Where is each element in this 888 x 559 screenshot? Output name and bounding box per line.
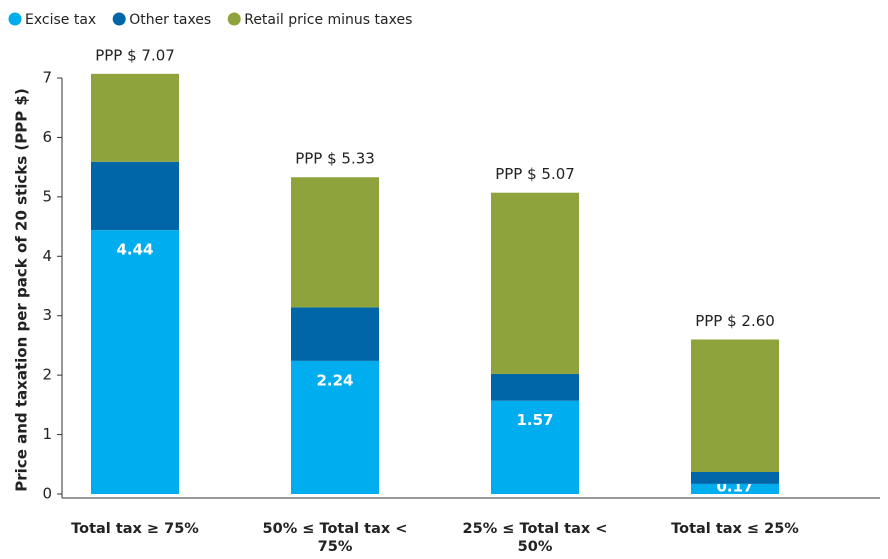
bar-segment <box>91 161 179 231</box>
y-tick-label: 3 <box>42 306 52 324</box>
x-tick-label: Total tax ≥ 75% <box>71 521 199 537</box>
y-tick-label: 2 <box>42 366 52 384</box>
y-tick-label: 4 <box>42 247 52 265</box>
total-label: PPP $ 2.60 <box>695 312 775 330</box>
y-tick-label: 0 <box>42 485 52 503</box>
bar-segment <box>291 360 379 494</box>
data-label: 2.24 <box>316 371 353 389</box>
data-label: 4.44 <box>116 241 153 259</box>
x-tick-label: Total tax ≤ 25% <box>671 521 799 537</box>
bar-segment <box>291 177 379 308</box>
total-label: PPP $ 5.07 <box>495 165 575 183</box>
legend-swatch <box>8 12 22 26</box>
bar-segment <box>91 230 179 494</box>
legend-label: Retail price minus taxes <box>244 12 412 28</box>
legend-swatch <box>227 12 241 26</box>
bar-segment <box>291 307 379 361</box>
data-label: 1.57 <box>516 411 553 429</box>
y-tick-label: 7 <box>42 69 52 87</box>
bar-segment <box>491 192 579 374</box>
bar-segment <box>91 73 179 162</box>
legend-label: Excise tax <box>25 12 96 28</box>
bar-segment <box>691 472 779 484</box>
bar-segment <box>491 373 579 401</box>
total-label: PPP $ 5.33 <box>295 150 375 168</box>
x-tick-label: 50% ≤ Total tax < 75% <box>262 521 408 555</box>
bar-segment <box>691 483 779 494</box>
y-tick-label: 5 <box>42 187 52 205</box>
y-axis-title: Price and taxation per pack of 20 sticks… <box>13 88 31 491</box>
y-tick-label: 1 <box>42 425 52 443</box>
x-tick-label: 25% ≤ Total tax < 50% <box>462 521 608 555</box>
legend-swatch <box>112 12 126 26</box>
total-label: PPP $ 7.07 <box>95 46 175 64</box>
bar-segment <box>491 400 579 494</box>
y-tick-label: 6 <box>42 128 52 146</box>
bar-segment <box>691 339 779 473</box>
legend-label: Other taxes <box>129 12 211 28</box>
